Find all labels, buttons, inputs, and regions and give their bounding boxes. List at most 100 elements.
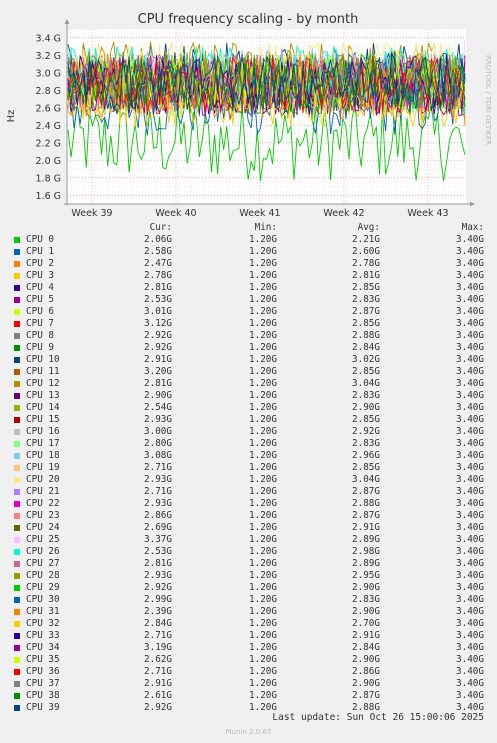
legend-value-cur: 2.86G — [144, 510, 172, 521]
legend-value-min: 1.20G — [249, 570, 277, 581]
legend-series-name: CPU 34 — [26, 642, 60, 653]
legend-value-cur: 2.62G — [144, 654, 172, 665]
legend-row: CPU 15 2.93G 1.20G 2.85G 3.40G — [0, 414, 497, 426]
legend-value-avg: 2.70G — [352, 618, 380, 629]
legend-value-avg: 2.88G — [352, 330, 380, 341]
legend-value-avg: 2.78G — [352, 258, 380, 269]
legend-row: CPU 26 2.53G 1.20G 2.98G 3.40G — [0, 546, 497, 558]
legend-row: CPU 7 3.12G 1.20G 2.85G 3.40G — [0, 318, 497, 330]
legend-value-max: 3.40G — [456, 606, 484, 617]
legend-value-avg: 2.84G — [352, 642, 380, 653]
x-ticks: Week 39 Week 40 Week 41 Week 42 Week 43 — [71, 208, 448, 219]
legend-value-max: 3.40G — [456, 282, 484, 293]
legend-value-min: 1.20G — [249, 558, 277, 569]
legend-value-min: 1.20G — [249, 594, 277, 605]
legend-value-min: 1.20G — [249, 402, 277, 413]
legend-value-avg: 2.60G — [352, 246, 380, 257]
legend-value-cur: 2.71G — [144, 486, 172, 497]
legend-swatch — [14, 501, 20, 507]
legend-series-name: CPU 21 — [26, 486, 60, 497]
legend-value-cur: 2.93G — [144, 414, 172, 425]
legend-value-avg: 2.92G — [352, 426, 380, 437]
legend-value-cur: 3.19G — [144, 642, 172, 653]
legend-value-cur: 2.81G — [144, 282, 172, 293]
legend-swatch — [14, 489, 20, 495]
legend-row: CPU 31 2.39G 1.20G 2.90G 3.40G — [0, 606, 497, 618]
series-line — [67, 102, 466, 181]
legend-swatch — [14, 237, 20, 243]
legend-swatch — [14, 321, 20, 327]
legend-row: CPU 16 3.00G 1.20G 2.92G 3.40G — [0, 426, 497, 438]
legend-value-min: 1.20G — [249, 246, 277, 257]
legend-value-cur: 2.71G — [144, 666, 172, 677]
legend-value-min: 1.20G — [249, 642, 277, 653]
x-tick-label: Week 42 — [323, 208, 364, 219]
legend-series-name: CPU 4 — [26, 282, 54, 293]
legend-value-max: 3.40G — [456, 486, 484, 497]
y-tick-label: 2.2 G — [36, 138, 62, 149]
legend-value-max: 3.40G — [456, 318, 484, 329]
legend-row: CPU 36 2.71G 1.20G 2.86G 3.40G — [0, 666, 497, 678]
legend-value-avg: 2.83G — [352, 390, 380, 401]
legend-value-max: 3.40G — [456, 378, 484, 389]
legend-swatch — [14, 573, 20, 579]
legend-value-min: 1.20G — [249, 258, 277, 269]
legend-value-avg: 2.88G — [352, 498, 380, 509]
legend-value-avg: 2.85G — [352, 318, 380, 329]
series-line — [67, 56, 466, 113]
legend-value-max: 3.40G — [456, 354, 484, 365]
legend-swatch — [14, 441, 20, 447]
series-layer — [67, 40, 466, 181]
legend-series-name: CPU 5 — [26, 294, 54, 305]
legend-series-name: CPU 20 — [26, 474, 60, 485]
legend-series-name: CPU 6 — [26, 306, 54, 317]
legend-row: CPU 39 2.92G 1.20G 2.88G 3.40G — [0, 702, 497, 714]
x-tick-label: Week 39 — [71, 208, 112, 219]
legend-value-min: 1.20G — [249, 342, 277, 353]
legend-row: CPU 37 2.91G 1.20G 2.90G 3.40G — [0, 678, 497, 690]
legend-row: CPU 8 2.92G 1.20G 2.88G 3.40G — [0, 330, 497, 342]
legend-value-max: 3.40G — [456, 546, 484, 557]
series-line — [67, 55, 466, 111]
x-tick-label: Week 41 — [239, 208, 280, 219]
legend-series-name: CPU 33 — [26, 630, 60, 641]
legend-row: CPU 4 2.81G 1.20G 2.85G 3.40G — [0, 282, 497, 294]
legend-swatch — [14, 345, 20, 351]
legend-swatch — [14, 705, 20, 711]
legend-row: CPU 27 2.81G 1.20G 2.89G 3.40G — [0, 558, 497, 570]
legend-value-cur: 3.12G — [144, 318, 172, 329]
y-tick-label: 2.0 G — [36, 156, 62, 167]
legend-row: CPU 18 3.08G 1.20G 2.96G 3.40G — [0, 450, 497, 462]
legend-swatch — [14, 513, 20, 519]
legend-row: CPU 9 2.92G 1.20G 2.84G 3.40G — [0, 342, 497, 354]
legend-series-name: CPU 9 — [26, 342, 54, 353]
legend-value-max: 3.40G — [456, 246, 484, 257]
legend-value-min: 1.20G — [249, 690, 277, 701]
legend-series-name: CPU 2 — [26, 258, 54, 269]
legend-value-cur: 2.71G — [144, 462, 172, 473]
legend-header: Cur: Min: Avg: Max: — [0, 222, 497, 234]
footer-version: Munin 2.0.67 — [225, 728, 272, 736]
legend-row: CPU 20 2.93G 1.20G 3.04G 3.40G — [0, 474, 497, 486]
legend-series-name: CPU 29 — [26, 582, 60, 593]
legend-row: CPU 14 2.54G 1.20G 2.90G 3.40G — [0, 402, 497, 414]
legend-value-cur: 2.39G — [144, 606, 172, 617]
legend-value-avg: 3.02G — [352, 354, 380, 365]
legend-value-min: 1.20G — [249, 390, 277, 401]
legend-series-name: CPU 16 — [26, 426, 60, 437]
chart: CPU frequency scaling - by month Hz RRDT… — [6, 12, 492, 219]
legend-series-name: CPU 17 — [26, 438, 60, 449]
y-tick-label: 3.0 G — [36, 68, 62, 79]
legend-value-cur: 2.78G — [144, 270, 172, 281]
legend-series-name: CPU 7 — [26, 318, 54, 329]
legend-row: CPU 30 2.99G 1.20G 2.83G 3.40G — [0, 594, 497, 606]
legend-value-avg: 2.21G — [352, 234, 380, 245]
legend-row: CPU 11 3.20G 1.20G 2.85G 3.40G — [0, 366, 497, 378]
legend-series-name: CPU 31 — [26, 606, 60, 617]
legend-swatch — [14, 537, 20, 543]
y-axis-label: Hz — [6, 110, 17, 123]
chart-title: CPU frequency scaling - by month — [138, 12, 359, 27]
legend-value-avg: 2.96G — [352, 450, 380, 461]
legend-series-name: CPU 3 — [26, 270, 54, 281]
legend-value-min: 1.20G — [249, 474, 277, 485]
